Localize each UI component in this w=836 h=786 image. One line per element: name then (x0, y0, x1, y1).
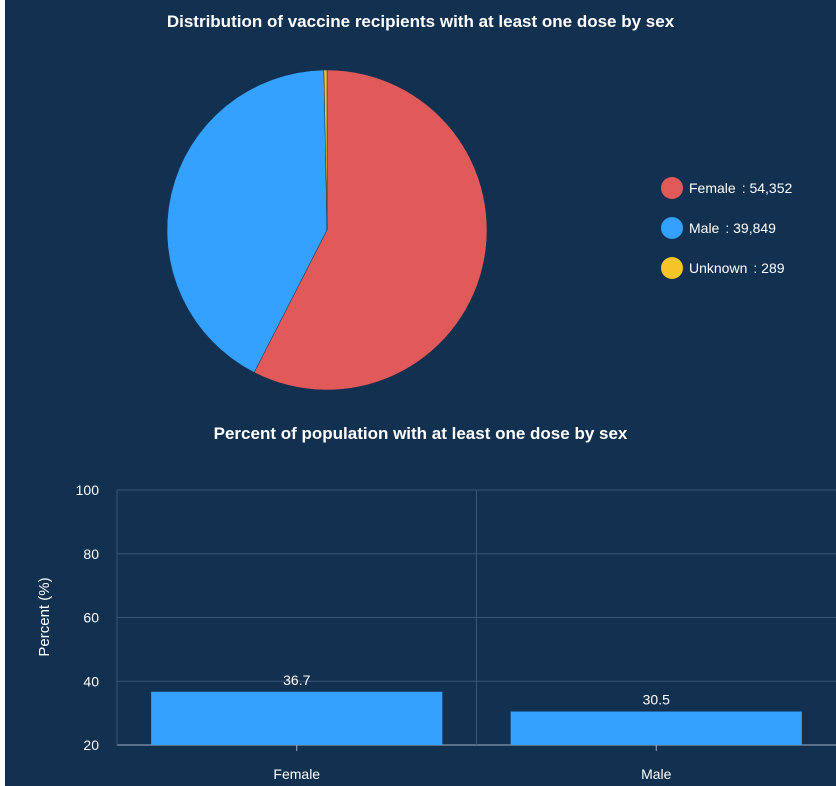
bar-chart: 20 40 60 80 100 36.7 Female 30.5 Male Percent (… (36, 482, 836, 782)
legend-label-unknown: Unknown (689, 260, 748, 276)
legend-value-male: 39,849 (733, 220, 776, 236)
x-tick-label-male: Male (641, 766, 672, 782)
legend-item-male[interactable]: Male: 39,849 (661, 215, 792, 241)
pie-slice-female[interactable] (253, 69, 488, 391)
legend-label-male: Male (689, 220, 720, 236)
y-axis-label: Percent (%) (36, 577, 53, 656)
legend-value-unknown: 289 (761, 260, 785, 276)
legend-value-female: 54,352 (749, 180, 793, 196)
y-tick-label-60: 60 (83, 610, 99, 626)
bar-value-label-male: 30.5 (643, 692, 670, 708)
x-tick-label-female: Female (273, 766, 320, 782)
legend-item-female[interactable]: Female: 54,352 (661, 175, 792, 201)
bar-chart-title: Percent of population with at least one … (213, 424, 628, 443)
pie-slice-male[interactable] (166, 69, 328, 373)
legend-swatch-female (661, 177, 683, 199)
bar-female[interactable] (151, 691, 443, 745)
bar-male[interactable] (510, 711, 802, 745)
bar-value-label-female: 36.7 (283, 672, 310, 688)
y-tick-label-80: 80 (83, 546, 99, 562)
y-tick-label-100: 100 (76, 482, 100, 498)
legend-swatch-male (661, 217, 683, 239)
y-tick-label-20: 20 (83, 737, 99, 753)
pie-legend: Female: 54,352 Male: 39,849 Unknown: 289 (661, 175, 792, 295)
y-tick-label-40: 40 (83, 673, 99, 689)
pie-chart-title: Distribution of vaccine recipients with … (166, 12, 675, 31)
legend-item-unknown[interactable]: Unknown: 289 (661, 255, 792, 281)
pie-chart (166, 69, 488, 391)
pie-slice-unknown[interactable] (323, 69, 328, 231)
legend-label-female: Female (689, 180, 736, 196)
dashboard: Distribution of vaccine recipients with … (5, 0, 836, 786)
legend-swatch-unknown (661, 257, 683, 279)
